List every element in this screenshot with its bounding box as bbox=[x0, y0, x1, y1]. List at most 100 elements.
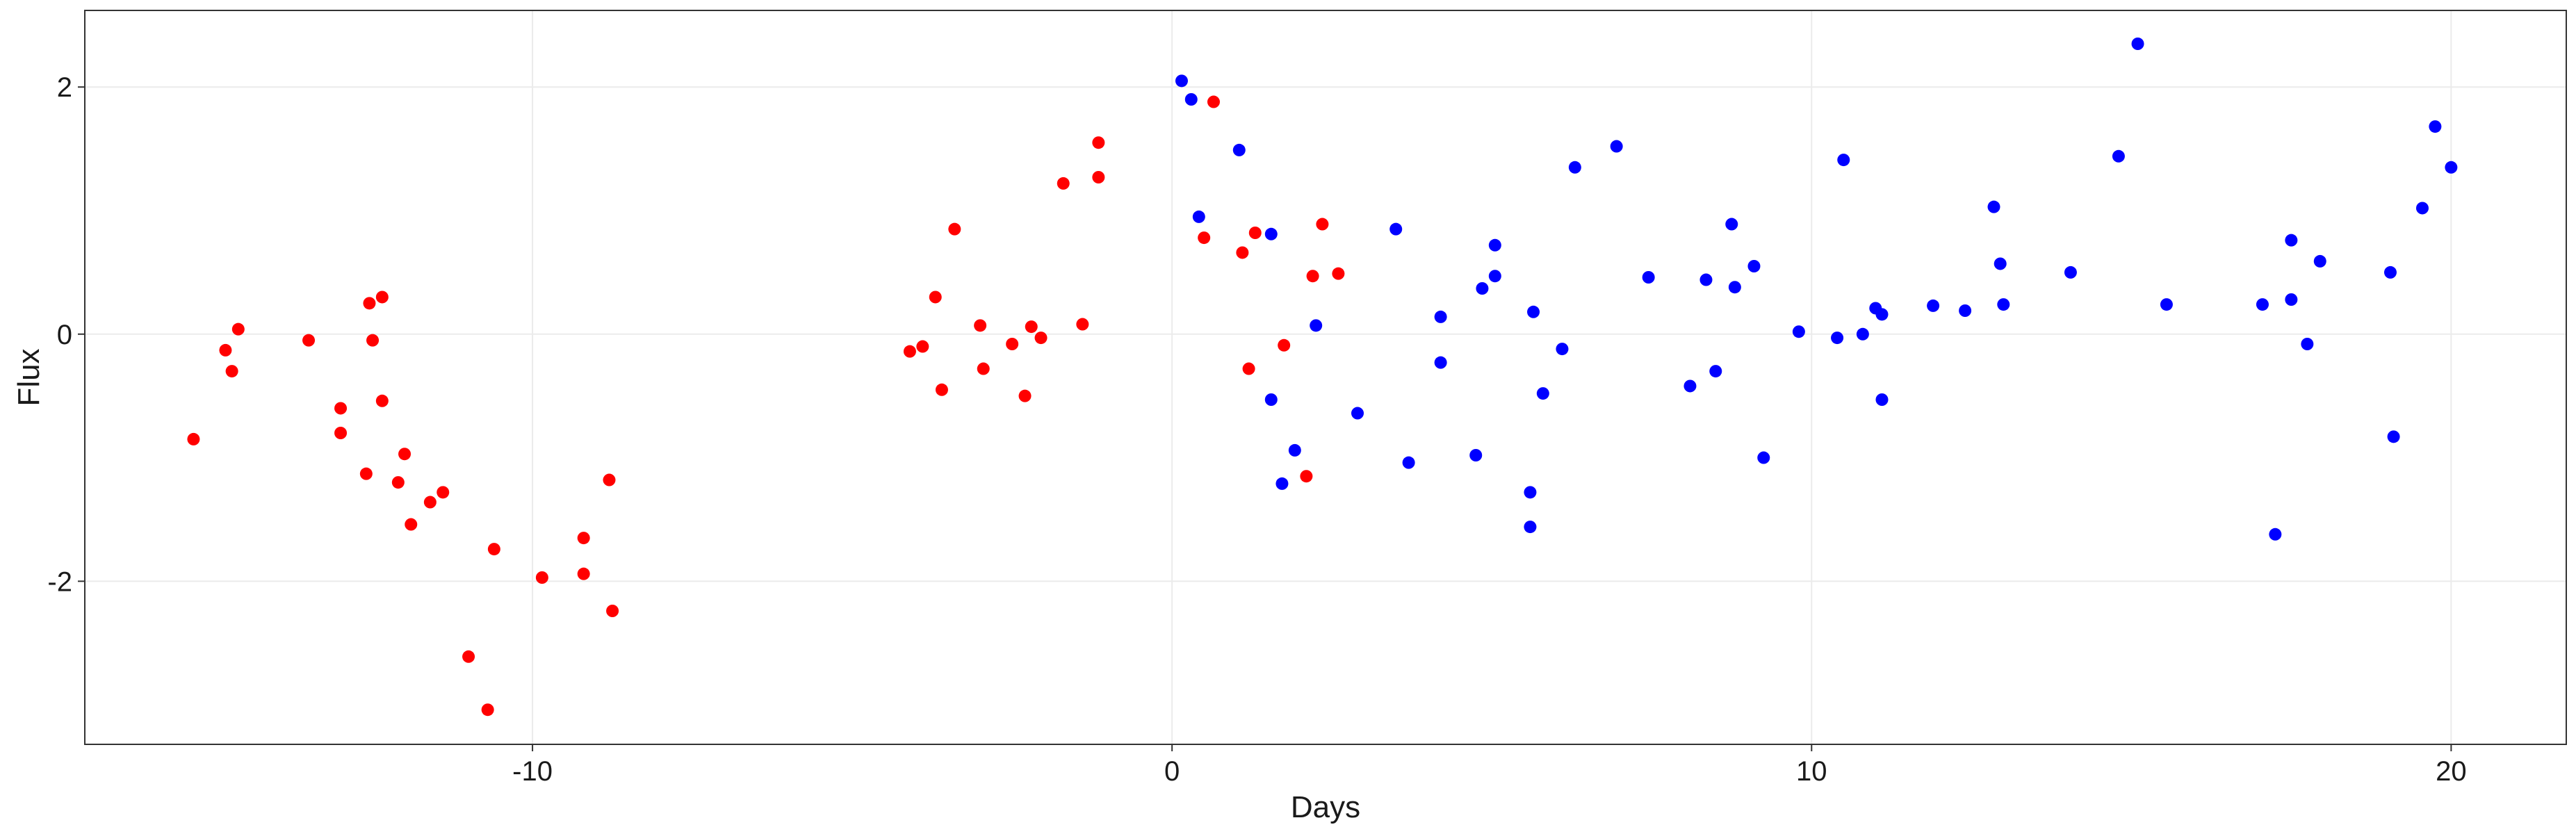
red-data-point bbox=[366, 334, 380, 347]
blue-data-point bbox=[1476, 282, 1489, 295]
blue-data-point bbox=[1469, 449, 1483, 461]
blue-data-point bbox=[2415, 202, 2429, 215]
blue-data-point bbox=[1792, 325, 1805, 338]
red-data-point bbox=[903, 345, 916, 358]
blue-data-point bbox=[2131, 38, 2144, 50]
red-data-point bbox=[606, 605, 619, 617]
blue-data-point bbox=[1747, 260, 1761, 272]
blue-data-point bbox=[2285, 293, 2298, 306]
red-data-point bbox=[334, 402, 348, 415]
blue-data-point bbox=[1275, 477, 1289, 490]
red-data-point bbox=[1025, 320, 1038, 334]
red-data-point bbox=[462, 650, 475, 663]
blue-data-point bbox=[1837, 154, 1850, 167]
y-axis-ticks: -2 0 2 bbox=[47, 72, 85, 597]
x-tick-label: 0 bbox=[1164, 756, 1180, 787]
blue-data-point bbox=[1959, 304, 1972, 317]
red-data-point bbox=[916, 340, 929, 353]
red-data-point bbox=[423, 496, 437, 509]
red-data-point bbox=[577, 532, 590, 545]
red-data-point bbox=[1207, 95, 1220, 108]
red-data-point bbox=[1242, 362, 1255, 375]
x-tick-label: -10 bbox=[512, 756, 553, 787]
y-tick-label: 2 bbox=[57, 72, 72, 103]
red-data-point bbox=[929, 291, 942, 304]
blue-data-point bbox=[1856, 327, 1869, 341]
red-data-point bbox=[1018, 389, 1032, 402]
red-data-point bbox=[1092, 171, 1105, 183]
blue-data-point bbox=[1434, 356, 1447, 369]
red-data-point bbox=[1278, 338, 1291, 352]
red-data-point bbox=[1076, 318, 1089, 331]
blue-data-point bbox=[2387, 430, 2400, 443]
blue-data-point bbox=[1351, 407, 1364, 420]
y-tick-label: -2 bbox=[47, 566, 72, 597]
red-data-point bbox=[1332, 267, 1345, 280]
blue-data-point bbox=[1184, 93, 1198, 106]
blue-data-point bbox=[2256, 298, 2269, 311]
blue-data-point bbox=[1264, 393, 1278, 406]
panel-border bbox=[84, 10, 2567, 745]
blue-data-point bbox=[1310, 319, 1323, 332]
red-data-point bbox=[405, 518, 418, 531]
blue-data-point bbox=[1556, 343, 1569, 356]
red-data-point bbox=[487, 543, 500, 556]
data-points bbox=[187, 38, 2458, 717]
blue-data-point bbox=[1402, 456, 1415, 469]
blue-data-point bbox=[2269, 528, 2282, 541]
red-data-point bbox=[363, 297, 376, 310]
x-axis-ticks: -10 0 10 20 bbox=[512, 744, 2467, 787]
blue-data-point bbox=[1524, 521, 1537, 534]
y-tick-label: 0 bbox=[57, 320, 72, 350]
blue-data-point bbox=[1610, 140, 1623, 153]
red-data-point bbox=[1300, 470, 1313, 483]
x-tick-label: 10 bbox=[1796, 756, 1827, 787]
red-data-point bbox=[1198, 231, 1211, 245]
blue-data-point bbox=[1389, 222, 1403, 236]
blue-data-point bbox=[1232, 143, 1246, 156]
red-data-point bbox=[1306, 270, 1319, 283]
red-data-point bbox=[974, 319, 987, 332]
red-data-point bbox=[359, 467, 373, 480]
blue-data-point bbox=[2112, 149, 2125, 163]
blue-data-point bbox=[1488, 270, 1501, 283]
blue-data-point bbox=[1288, 443, 1301, 457]
blue-data-point bbox=[1642, 271, 1655, 284]
red-data-point bbox=[577, 567, 590, 580]
blue-data-point bbox=[2383, 265, 2397, 279]
blue-data-point bbox=[2064, 265, 2077, 279]
blue-data-point bbox=[1527, 305, 1540, 318]
blue-data-point bbox=[1175, 74, 1188, 88]
red-data-point bbox=[1057, 177, 1070, 190]
red-data-point bbox=[187, 432, 200, 445]
gridlines bbox=[85, 10, 2566, 744]
blue-data-point bbox=[1875, 308, 1889, 321]
red-data-point bbox=[225, 365, 238, 378]
blue-data-point bbox=[1757, 451, 1770, 464]
red-data-point bbox=[977, 362, 990, 375]
blue-data-point bbox=[2285, 234, 2298, 247]
red-data-point bbox=[603, 473, 616, 486]
blue-data-point bbox=[1488, 238, 1501, 252]
blue-data-point bbox=[1831, 332, 1844, 345]
y-axis-title: Flux bbox=[12, 348, 46, 406]
blue-data-point bbox=[1699, 273, 1713, 286]
blue-data-point bbox=[1568, 161, 1581, 174]
red-data-point bbox=[1248, 227, 1262, 239]
blue-data-point bbox=[1684, 379, 1697, 393]
blue-data-point bbox=[1987, 200, 2000, 213]
blue-data-point bbox=[1264, 227, 1278, 240]
red-data-point bbox=[437, 486, 450, 499]
red-data-point bbox=[219, 343, 232, 357]
red-data-point bbox=[1034, 332, 1047, 345]
red-data-point bbox=[398, 448, 411, 461]
red-data-point bbox=[1316, 218, 1329, 231]
red-data-point bbox=[1236, 246, 1249, 259]
red-data-point bbox=[375, 394, 389, 407]
blue-data-point bbox=[1434, 310, 1447, 323]
red-data-point bbox=[935, 383, 948, 396]
x-axis-title: Days bbox=[1291, 790, 1360, 824]
blue-data-point bbox=[2313, 254, 2326, 268]
red-data-point bbox=[1006, 338, 1019, 350]
